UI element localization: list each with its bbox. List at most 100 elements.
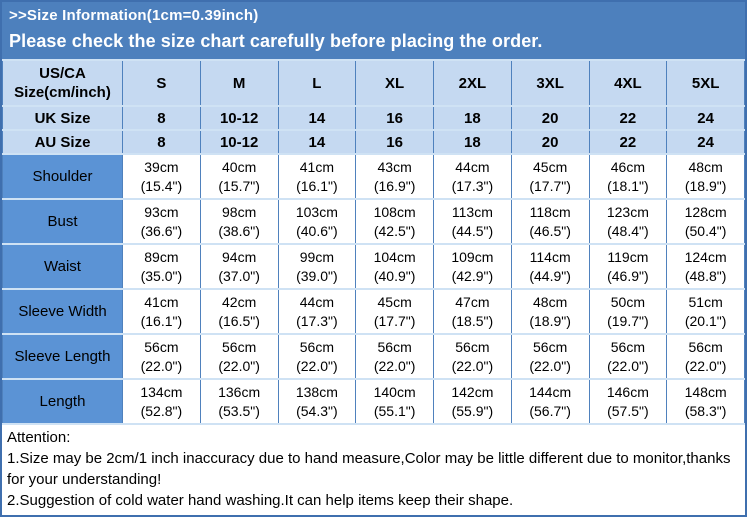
measurement-cell: 108cm (42.5") [355, 198, 434, 245]
measurement-cell: 138cm (54.3") [277, 378, 357, 425]
cm-value: 93cm [144, 203, 179, 220]
cm-value: 41cm [299, 158, 334, 175]
measurement-cell: 47cm (18.5") [433, 288, 512, 335]
size-cell: 8 [122, 105, 201, 131]
corner-header-line2: Size(cm/inch) [14, 84, 111, 101]
measurement-cell: 56cm (22.0") [588, 333, 668, 380]
inch-value: (15.4") [140, 177, 183, 194]
cm-value: 136cm [218, 383, 261, 400]
size-cell: 16 [355, 129, 434, 155]
size-cell: 18 [433, 105, 512, 131]
measurement-cell: 136cm (53.5") [199, 378, 279, 425]
inch-value: (16.1") [296, 177, 338, 194]
inch-value: (53.5") [218, 402, 260, 419]
cm-value: 48cm [533, 293, 568, 310]
cm-value: 47cm [455, 293, 490, 310]
measurement-cell: 43cm (16.9") [355, 153, 434, 200]
cm-value: 56cm [688, 338, 723, 355]
cm-value: 108cm [373, 203, 416, 220]
measurement-cell: 142cm (55.9") [433, 378, 512, 425]
corner-header-line1: US/CA [39, 65, 86, 82]
inch-value: (22.0") [529, 357, 571, 374]
cm-value: 123cm [606, 203, 649, 220]
measurement-cell: 144cm (56.7") [510, 378, 590, 425]
inch-value: (17.3") [451, 177, 494, 194]
inch-value: (37.0") [218, 267, 260, 284]
measurement-cell: 118cm (46.5") [510, 198, 590, 245]
measurement-cell: 56cm (22.0") [355, 333, 434, 380]
banner-title: >>Size Information(1cm=0.39inch) [9, 7, 259, 24]
banner-subtitle: Please check the size chart carefully be… [9, 31, 543, 51]
inch-value: (52.8") [140, 402, 183, 419]
measurement-cell: 51cm (20.1") [666, 288, 745, 335]
size-cell: 20 [510, 129, 590, 155]
measurement-cell: 119cm (46.9") [588, 243, 668, 290]
inch-value: (56.7") [529, 402, 571, 419]
measurement-row: Shoulder 39cm (15.4") 40cm (15.7") 41cm (16.1"… [2, 153, 745, 200]
cm-value: 50cm [610, 293, 645, 310]
measurement-label: Sleeve Width [2, 288, 123, 335]
measurement-cell: 94cm (37.0") [199, 243, 279, 290]
inch-value: (22.0") [296, 357, 338, 374]
inch-value: (18.9") [529, 312, 571, 329]
cm-value: 56cm [455, 338, 490, 355]
inch-value: (22.0") [607, 357, 649, 374]
measurement-label: Bust [2, 198, 123, 245]
cm-value: 56cm [144, 338, 179, 355]
size-col-header: 3XL [510, 59, 590, 107]
measurement-cell: 56cm (22.0") [199, 333, 279, 380]
cm-value: 94cm [222, 248, 257, 265]
cm-value: 99cm [299, 248, 334, 265]
inch-value: (16.1") [140, 312, 183, 329]
inch-value: (42.5") [373, 222, 416, 239]
inch-value: (35.0") [140, 267, 183, 284]
size-cell: 18 [433, 129, 512, 155]
inch-value: (40.9") [373, 267, 416, 284]
measurement-cell: 56cm (22.0") [433, 333, 512, 380]
measurement-cell: 41cm (16.1") [122, 288, 201, 335]
cm-value: 45cm [533, 158, 568, 175]
measurement-cell: 56cm (22.0") [122, 333, 201, 380]
inch-value: (18.1") [607, 177, 649, 194]
measurement-cell: 50cm (19.7") [588, 288, 668, 335]
size-cell: 14 [277, 105, 357, 131]
measurement-label: Length [2, 378, 123, 425]
inch-value: (54.3") [296, 402, 338, 419]
size-cell: 10-12 [199, 105, 279, 131]
measurement-row: Bust 93cm (36.6") 98cm (38.6") 103cm (40.6") 10… [2, 198, 745, 245]
inch-value: (38.6") [218, 222, 260, 239]
size-col-header: M [199, 59, 279, 107]
inch-value: (58.3") [684, 402, 727, 419]
inch-value: (55.1") [373, 402, 416, 419]
measurement-cell: 56cm (22.0") [510, 333, 590, 380]
cm-value: 134cm [140, 383, 183, 400]
measurement-cell: 39cm (15.4") [122, 153, 201, 200]
cm-value: 41cm [144, 293, 179, 310]
inch-value: (22.0") [451, 357, 494, 374]
size-col-header: XL [355, 59, 434, 107]
measurement-cell: 114cm (44.9") [510, 243, 590, 290]
cm-value: 114cm [529, 248, 571, 265]
attention-note-2: 2.Suggestion of cold water hand washing.… [7, 492, 514, 509]
inch-value: (22.0") [218, 357, 260, 374]
cm-value: 56cm [377, 338, 412, 355]
cm-value: 109cm [451, 248, 494, 265]
measurement-cell: 40cm (15.7") [199, 153, 279, 200]
cm-value: 142cm [451, 383, 494, 400]
cm-value: 46cm [610, 158, 645, 175]
inch-value: (22.0") [373, 357, 416, 374]
cm-value: 56cm [610, 338, 645, 355]
measurement-cell: 99cm (39.0") [277, 243, 357, 290]
measurement-label: Waist [2, 243, 123, 290]
cm-value: 56cm [533, 338, 568, 355]
cm-value: 44cm [455, 158, 490, 175]
cm-value: 146cm [606, 383, 649, 400]
size-cell: 16 [355, 105, 434, 131]
inch-value: (48.4") [607, 222, 649, 239]
cm-value: 48cm [688, 158, 723, 175]
size-col-header: L [277, 59, 357, 107]
inch-value: (15.7") [218, 177, 260, 194]
cm-value: 118cm [529, 203, 571, 220]
measurement-cell: 46cm (18.1") [588, 153, 668, 200]
